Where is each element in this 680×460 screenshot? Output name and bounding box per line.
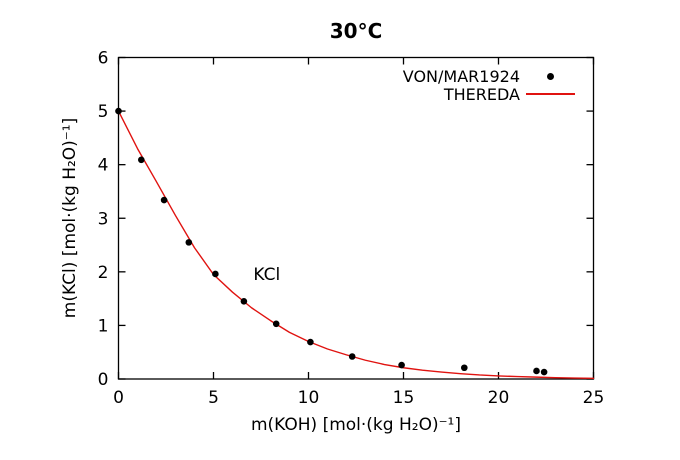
kcl-annotation: KCl bbox=[253, 265, 280, 285]
y-tick-label: 1 bbox=[98, 316, 109, 336]
x-tick-label: 20 bbox=[488, 388, 510, 408]
data-point bbox=[307, 338, 314, 346]
data-point bbox=[160, 196, 168, 204]
x-tick-label: 10 bbox=[298, 388, 320, 408]
data-point bbox=[212, 270, 219, 278]
y-tick-label: 2 bbox=[98, 263, 109, 283]
plot-frame bbox=[117, 56, 595, 380]
legend-marker-box bbox=[520, 93, 580, 95]
data-point bbox=[461, 364, 468, 372]
x-tick-label: 15 bbox=[393, 388, 415, 408]
y-tick-label: 4 bbox=[98, 156, 109, 176]
y-tick-label: 6 bbox=[98, 49, 109, 69]
legend-label-vonmar1924: VON/MAR1924 bbox=[402, 66, 520, 86]
legend-item-thereda: THEREDA bbox=[403, 84, 580, 104]
data-point bbox=[272, 320, 280, 328]
data-point bbox=[398, 361, 405, 369]
y-tick-label: 3 bbox=[98, 209, 109, 229]
data-point bbox=[533, 367, 540, 375]
legend-label-thereda: THEREDA bbox=[443, 84, 520, 104]
data-point bbox=[240, 298, 248, 305]
data-point bbox=[540, 368, 548, 376]
data-point bbox=[185, 239, 193, 246]
data-point bbox=[115, 107, 122, 115]
chart-title: 30°C bbox=[329, 19, 383, 43]
legend: VON/MAR1924 THEREDA bbox=[402, 66, 580, 104]
y-axis-title: m(KCl) [mol·(kg H₂O)⁻¹] bbox=[60, 117, 80, 319]
x-tick-label: 25 bbox=[583, 388, 605, 408]
legend-item-vonmar1924: VON/MAR1924 bbox=[402, 66, 580, 86]
line-marker-icon bbox=[525, 93, 575, 95]
x-tick-label: 5 bbox=[208, 388, 219, 408]
point-marker-icon bbox=[546, 72, 554, 80]
y-tick-label: 0 bbox=[98, 370, 109, 390]
data-point bbox=[348, 353, 356, 360]
thereda-curve bbox=[117, 110, 595, 380]
x-tick-label: 0 bbox=[113, 388, 124, 408]
legend-marker-box bbox=[520, 72, 580, 80]
data-point bbox=[138, 156, 145, 164]
y-tick-label: 5 bbox=[98, 102, 109, 122]
x-axis-title: m(KOH) [mol·(kg H₂O)⁻¹] bbox=[250, 415, 462, 435]
